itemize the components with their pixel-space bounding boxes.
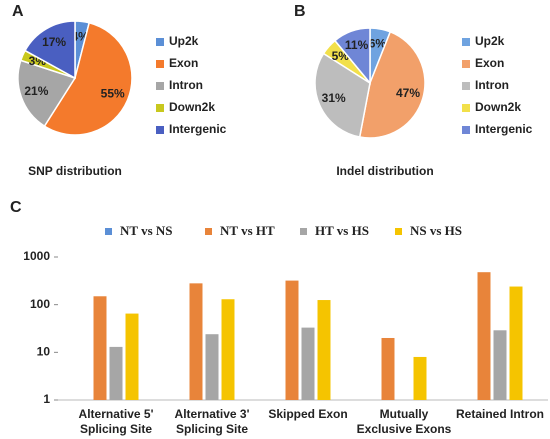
y-tick-label: 1000 (23, 249, 50, 263)
slice-label: 55% (101, 86, 125, 100)
pie-title: SNP distribution (28, 164, 122, 178)
bar (109, 346, 123, 400)
y-tick-label: 100 (30, 297, 50, 311)
bar (221, 299, 235, 400)
pie-slice (43, 21, 133, 136)
slice-label: 6% (369, 36, 387, 50)
legend-swatch (462, 38, 470, 46)
legend-label: Intergenic (169, 122, 227, 136)
pie-slice (17, 59, 77, 128)
bar (301, 327, 315, 400)
bar (493, 330, 507, 400)
legend-swatch (156, 60, 164, 68)
legend-label: HT vs HS (315, 223, 369, 238)
legend-swatch (395, 228, 402, 235)
x-tick-label: Alternative 3' (175, 407, 250, 421)
legend-swatch (156, 38, 164, 46)
legend-label: Intergenic (475, 122, 533, 136)
legend-label: NT vs NS (120, 223, 173, 238)
legend-label: Intron (169, 78, 203, 92)
legend-swatch (105, 228, 112, 235)
legend-label: Exon (475, 56, 504, 70)
legend-label: Exon (169, 56, 198, 70)
legend-label: NT vs HT (220, 223, 275, 238)
bar (205, 334, 219, 400)
panel-label: C (10, 199, 22, 216)
bar (125, 313, 139, 400)
x-tick-label: Mutually (380, 407, 429, 421)
pie-slice (333, 27, 371, 86)
legend-swatch (300, 228, 307, 235)
pie-title: Indel distribution (336, 164, 433, 178)
legend-swatch (156, 126, 164, 134)
slice-label: 31% (322, 91, 346, 105)
bar (413, 356, 427, 400)
bar (477, 272, 491, 400)
bar (509, 286, 523, 400)
legend-swatch (205, 228, 212, 235)
legend-label: NS vs HS (410, 223, 462, 238)
slice-label: 17% (42, 35, 66, 49)
y-tick-label: 1 (43, 392, 50, 406)
legend-label: Down2k (169, 100, 215, 114)
slice-label: 11% (345, 38, 369, 52)
x-tick-label: Splicing Site (176, 422, 248, 436)
legend-label: Down2k (475, 100, 521, 114)
slice-label: 47% (396, 86, 420, 100)
panel-label: A (12, 3, 24, 20)
legend-label: Up2k (475, 34, 505, 48)
x-tick-label: Alternative 5' (79, 407, 154, 421)
legend-swatch (462, 126, 470, 134)
pie-slice (358, 30, 426, 139)
legend-label: Up2k (169, 34, 199, 48)
bar (381, 337, 395, 400)
bar (93, 296, 107, 400)
panel-label: B (294, 3, 306, 20)
legend-swatch (156, 104, 164, 112)
pie-slice (24, 20, 76, 80)
bar (189, 283, 203, 400)
y-tick-label: 10 (37, 345, 51, 359)
legend-swatch (462, 82, 470, 90)
bar (285, 280, 299, 400)
legend-swatch (156, 82, 164, 90)
slice-label: 21% (24, 84, 48, 98)
legend-swatch (462, 104, 470, 112)
legend-swatch (462, 60, 470, 68)
bar (317, 300, 331, 400)
x-tick-label: Retained Intron (456, 407, 544, 421)
x-tick-label: Splicing Site (80, 422, 152, 436)
x-tick-label: Skipped Exon (268, 407, 347, 421)
x-tick-label: Exclusive Exons (357, 422, 452, 436)
legend-label: Intron (475, 78, 509, 92)
